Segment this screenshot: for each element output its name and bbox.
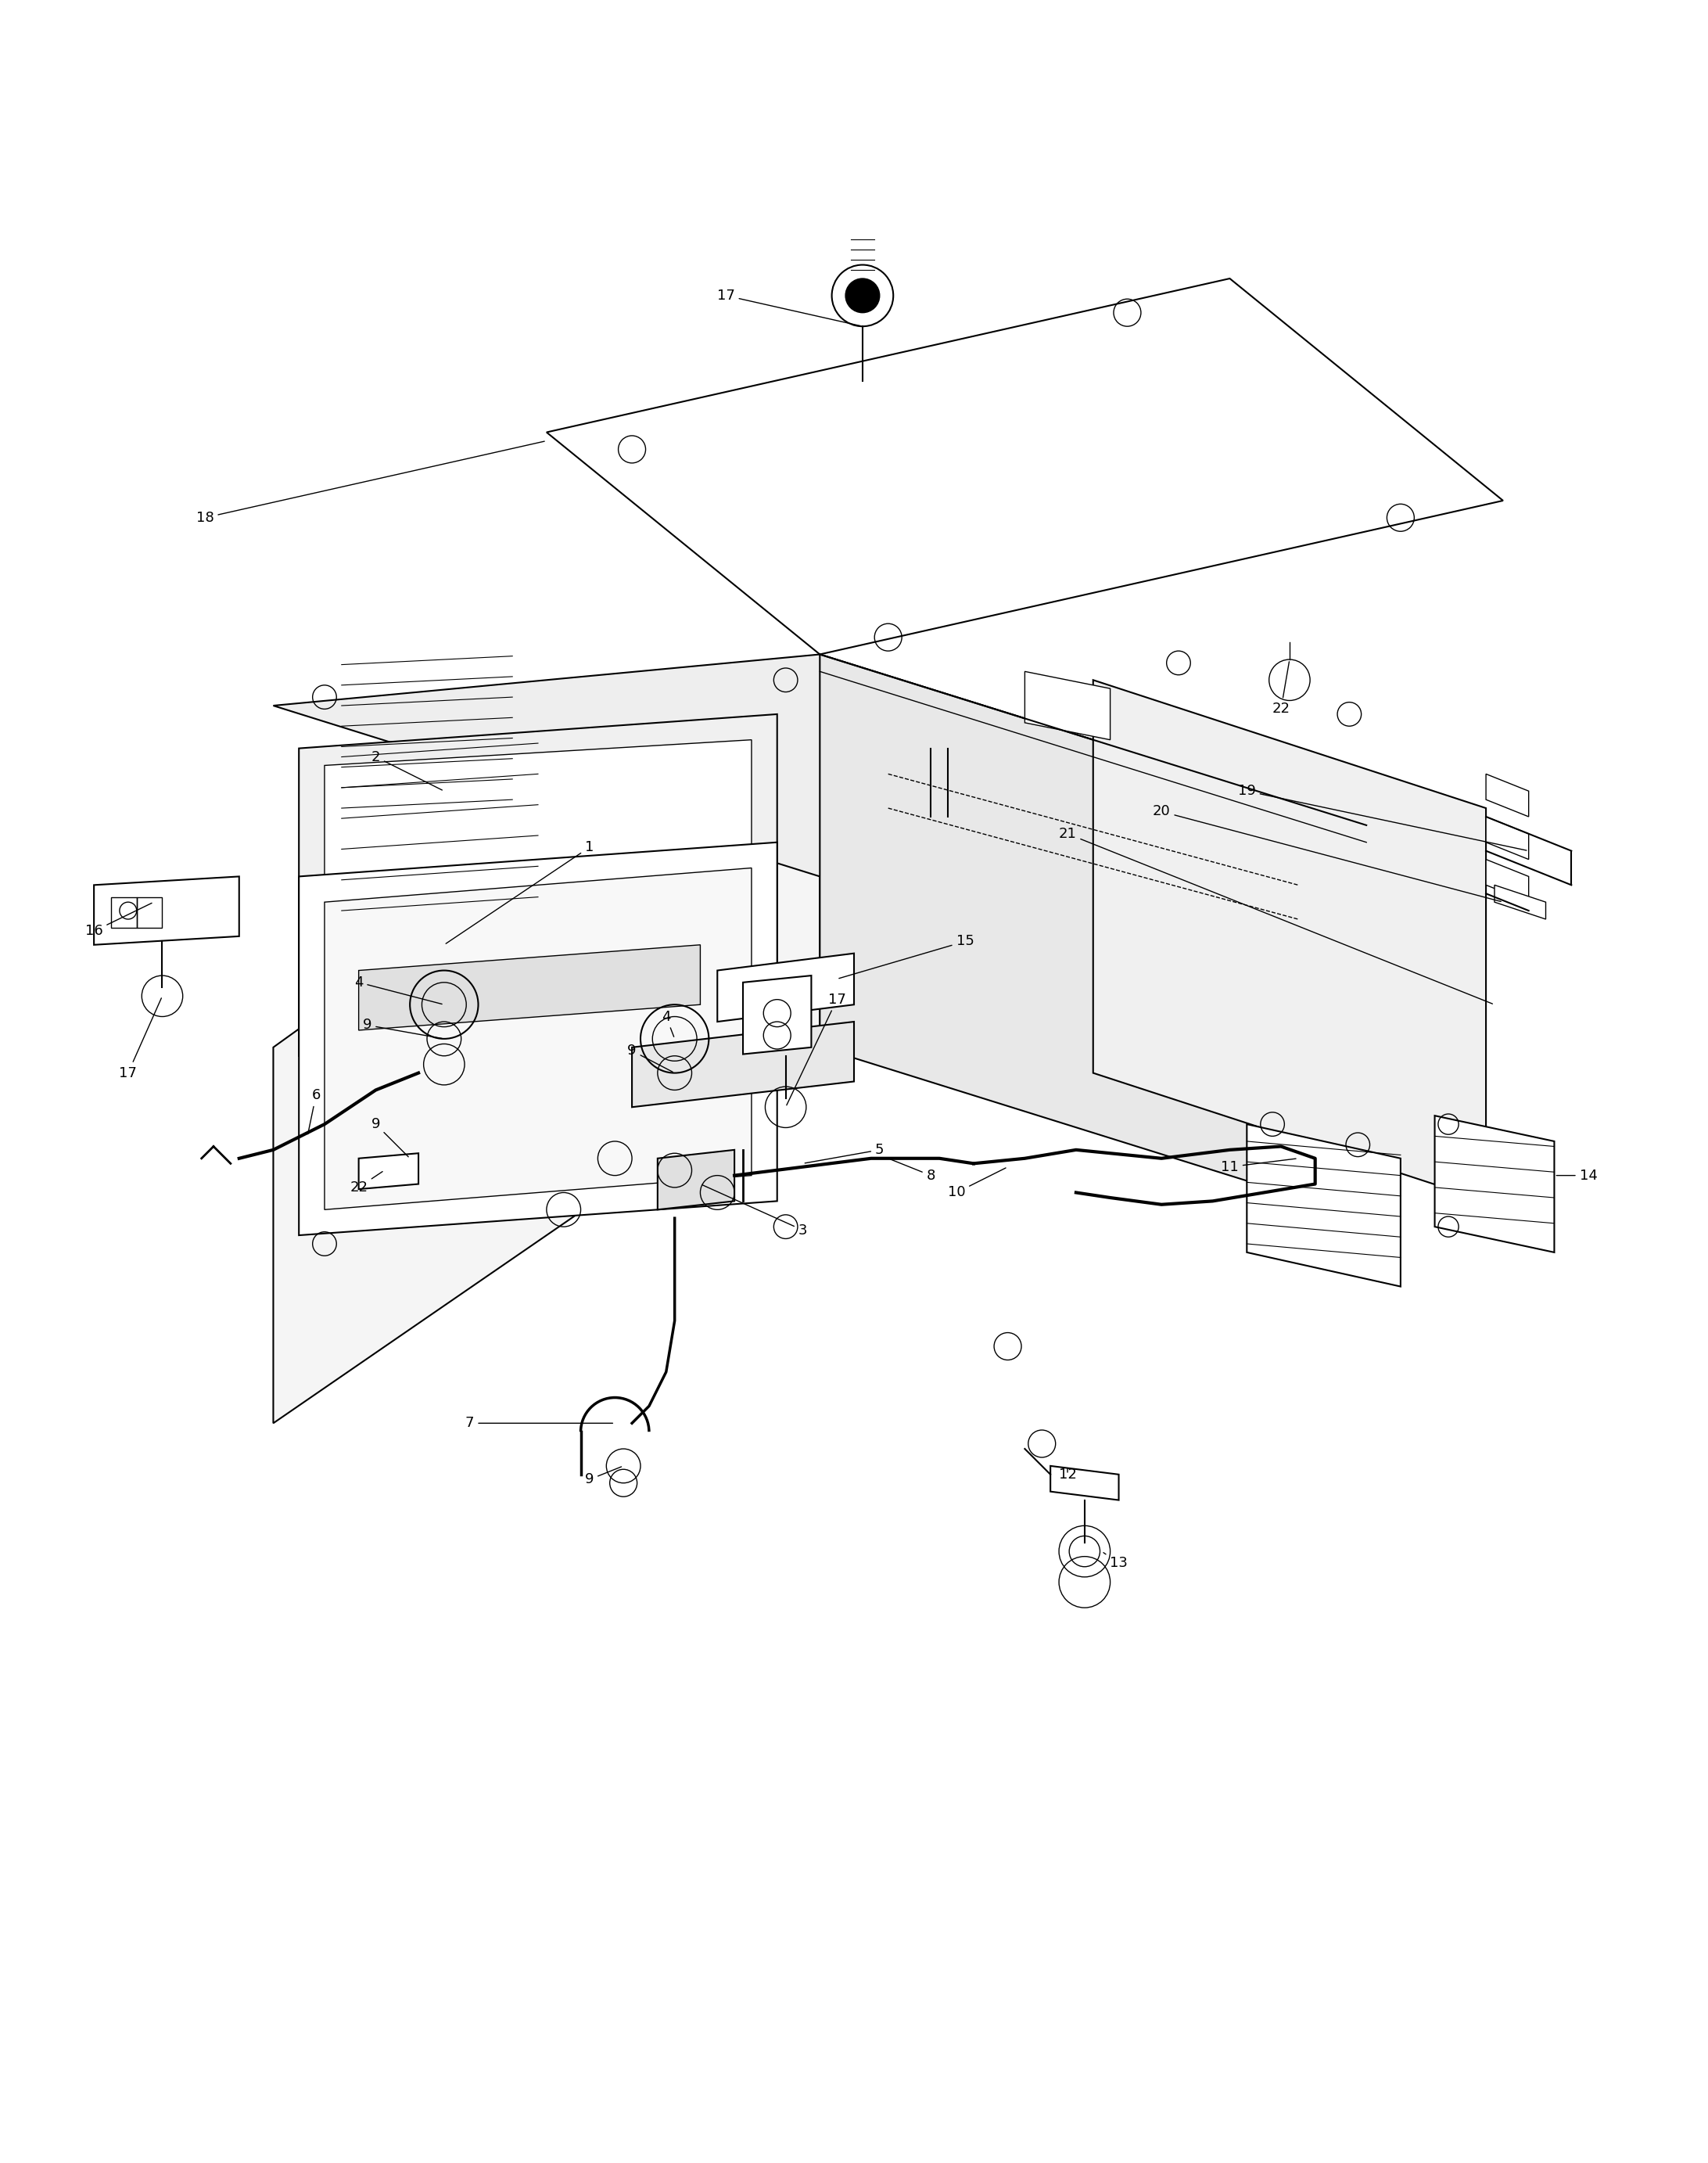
Text: 10: 10 <box>948 1168 1006 1200</box>
Polygon shape <box>1486 859 1529 902</box>
Polygon shape <box>299 714 777 1056</box>
Text: 9: 9 <box>371 1116 408 1157</box>
Text: 17: 17 <box>787 993 845 1105</box>
Text: 8: 8 <box>890 1159 936 1183</box>
Polygon shape <box>820 655 1366 1218</box>
Text: 1: 1 <box>446 841 594 943</box>
Polygon shape <box>547 279 1503 655</box>
Polygon shape <box>1025 671 1110 740</box>
Text: 19: 19 <box>1238 783 1527 850</box>
Text: 11: 11 <box>1221 1159 1296 1175</box>
Polygon shape <box>1247 1125 1401 1287</box>
Text: 9: 9 <box>627 1045 673 1073</box>
Polygon shape <box>1050 1467 1119 1501</box>
Text: 12: 12 <box>1059 1467 1076 1482</box>
Polygon shape <box>94 876 239 945</box>
Text: 3: 3 <box>702 1185 808 1237</box>
Polygon shape <box>273 655 1366 876</box>
Text: 22: 22 <box>1272 662 1290 716</box>
Text: 18: 18 <box>196 441 545 526</box>
Polygon shape <box>1486 818 1529 859</box>
Polygon shape <box>717 954 854 1021</box>
Polygon shape <box>1093 679 1486 1200</box>
Polygon shape <box>1494 885 1546 919</box>
Polygon shape <box>273 655 820 1423</box>
Text: 2: 2 <box>371 751 442 789</box>
Polygon shape <box>632 1021 854 1107</box>
Text: 4: 4 <box>354 976 442 1004</box>
Polygon shape <box>359 1153 418 1190</box>
Polygon shape <box>325 740 752 1038</box>
Text: 5: 5 <box>804 1142 885 1164</box>
Text: 15: 15 <box>839 934 974 978</box>
Polygon shape <box>299 841 777 1235</box>
Text: 14: 14 <box>1556 1168 1597 1183</box>
Text: 17: 17 <box>120 997 161 1079</box>
Text: 6: 6 <box>307 1088 321 1133</box>
Text: 13: 13 <box>1103 1553 1127 1570</box>
Text: 7: 7 <box>465 1417 613 1430</box>
Text: 20: 20 <box>1153 805 1501 902</box>
Circle shape <box>845 279 880 314</box>
Text: 9: 9 <box>584 1467 622 1486</box>
Text: 9: 9 <box>362 1019 442 1038</box>
Polygon shape <box>743 976 811 1053</box>
Polygon shape <box>1435 1116 1554 1252</box>
Polygon shape <box>1486 774 1529 818</box>
Text: 16: 16 <box>85 904 152 939</box>
Text: 17: 17 <box>717 288 861 327</box>
Text: 21: 21 <box>1059 826 1493 1004</box>
Polygon shape <box>325 867 752 1209</box>
Text: 4: 4 <box>661 1010 675 1036</box>
Text: 22: 22 <box>350 1172 383 1194</box>
Polygon shape <box>658 1151 734 1209</box>
Polygon shape <box>359 945 700 1030</box>
